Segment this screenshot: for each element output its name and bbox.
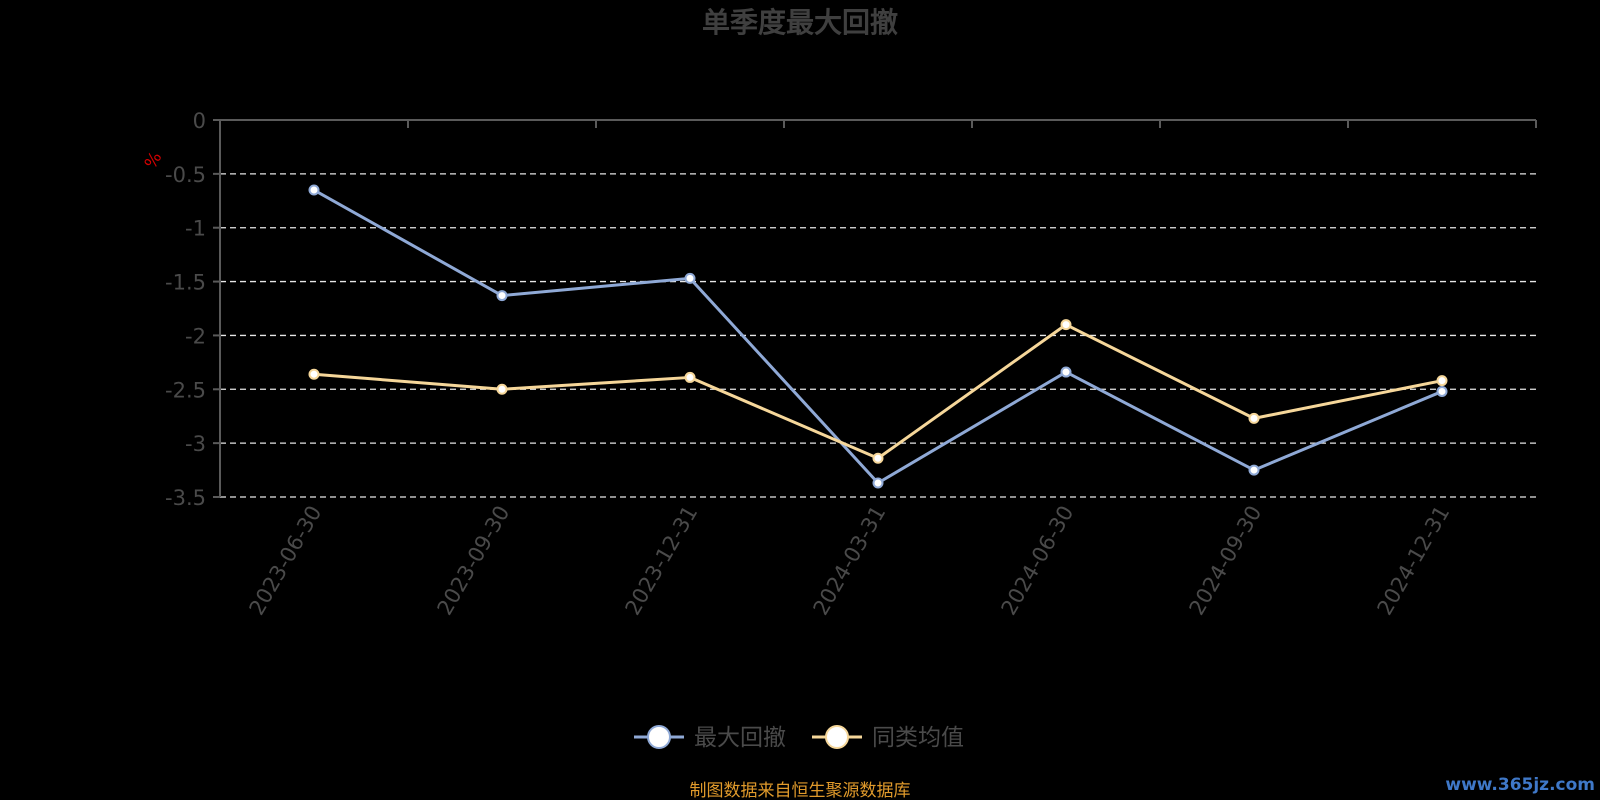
data-point[interactable] xyxy=(496,383,508,395)
x-tick-label: 2024-09-30 xyxy=(1185,502,1267,620)
y-tick-label: -2 xyxy=(185,324,206,348)
y-tick-label: -0.5 xyxy=(165,163,206,187)
data-point[interactable] xyxy=(872,477,884,489)
y-tick-labels: 0 -0.5 -1 -1.5 -2 -2.5 -3 -3.5 xyxy=(165,109,206,510)
data-point[interactable] xyxy=(1436,385,1448,397)
y-axis-unit: % xyxy=(141,149,166,173)
y-tick-label: -3 xyxy=(185,432,206,456)
data-source-note: 制图数据来自恒生聚源数据库 xyxy=(690,781,911,800)
x-tick-label: 2023-12-31 xyxy=(621,502,703,620)
legend-marker-2[interactable] xyxy=(825,725,849,749)
data-point[interactable] xyxy=(1248,412,1260,424)
series-line-1 xyxy=(313,188,1443,485)
data-point[interactable] xyxy=(1436,375,1448,387)
y-tick-label: -1 xyxy=(185,217,206,241)
y-tick-label: -3.5 xyxy=(165,486,206,510)
axis-layer xyxy=(213,119,1537,498)
x-tick-label: 2024-06-30 xyxy=(997,502,1079,620)
series-line-2 xyxy=(313,323,1443,460)
data-point[interactable] xyxy=(1060,366,1072,378)
watermark: www.365jz.com xyxy=(1445,775,1595,795)
series-layer xyxy=(308,184,1448,489)
x-tick-labels: 2023-06-30 2023-09-30 2023-12-31 2024-03-31… xyxy=(245,502,1455,620)
data-point[interactable] xyxy=(308,368,320,380)
chart-title: 单季度最大回撤 xyxy=(702,6,898,39)
legend-label-1[interactable]: 最大回撤 xyxy=(694,725,786,751)
data-point[interactable] xyxy=(308,184,320,196)
data-point[interactable] xyxy=(684,371,696,383)
x-tick-label: 2024-03-31 xyxy=(809,502,891,620)
data-point[interactable] xyxy=(684,272,696,284)
legend-label-2[interactable]: 同类均值 xyxy=(872,725,964,751)
data-point[interactable] xyxy=(496,290,508,302)
grid-layer xyxy=(220,173,1536,498)
legend: 最大回撤 同类均值 xyxy=(634,725,964,751)
data-point[interactable] xyxy=(1060,319,1072,331)
data-point[interactable] xyxy=(1248,464,1260,476)
data-point[interactable] xyxy=(872,452,884,464)
x-tick-label: 2024-12-31 xyxy=(1373,502,1455,620)
legend-marker-1[interactable] xyxy=(647,725,671,749)
x-tick-label: 2023-09-30 xyxy=(433,502,515,620)
y-tick-label: 0 xyxy=(193,109,206,133)
x-tick-label: 2023-06-30 xyxy=(245,502,327,620)
y-tick-label: -1.5 xyxy=(165,271,206,295)
y-tick-label: -2.5 xyxy=(165,378,206,402)
